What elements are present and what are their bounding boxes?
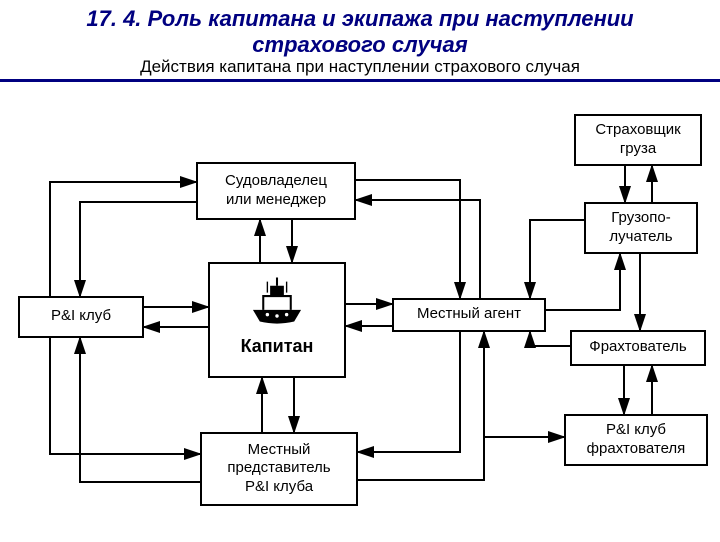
node-localrep-label: МестныйпредставительP&I клуба bbox=[227, 441, 330, 497]
node-shipowner-label: Судовладелецили менеджер bbox=[225, 172, 327, 210]
node-pichart-label: P&I клубфрахтователя bbox=[587, 421, 686, 459]
page-title: 17. 4. Роль капитана и экипажа при насту… bbox=[10, 6, 710, 59]
title-line2: страхового случая bbox=[252, 32, 467, 57]
node-localrep: МестныйпредставительP&I клуба bbox=[200, 432, 358, 506]
ship-icon bbox=[242, 272, 312, 327]
node-insurer-label: Страховщикгруза bbox=[595, 121, 680, 159]
node-consignee-label: Грузопо-лучатель bbox=[609, 209, 672, 247]
node-agent-label: Местный агент bbox=[417, 305, 521, 324]
page-subtitle: Действия капитана при наступлении страхо… bbox=[10, 57, 710, 77]
node-captain: Капитан bbox=[208, 262, 346, 378]
node-shipowner: Судовладелецили менеджер bbox=[196, 162, 356, 220]
node-piclub-label: P&I клуб bbox=[51, 307, 111, 326]
header: 17. 4. Роль капитана и экипажа при насту… bbox=[0, 0, 720, 82]
node-piclub: P&I клуб bbox=[18, 296, 144, 338]
node-insurer: Страховщикгруза bbox=[574, 114, 702, 166]
node-captain-label: Капитан bbox=[210, 336, 344, 365]
node-agent: Местный агент bbox=[392, 298, 546, 332]
diagram-canvas: Судовладелецили менеджер Страховщикгруза… bbox=[0, 82, 720, 542]
node-consignee: Грузопо-лучатель bbox=[584, 202, 698, 254]
node-charterer-label: Фрахтователь bbox=[589, 338, 686, 357]
node-charterer: Фрахтователь bbox=[570, 330, 706, 366]
node-pichart: P&I клубфрахтователя bbox=[564, 414, 708, 466]
title-line1: 17. 4. Роль капитана и экипажа при насту… bbox=[86, 6, 633, 31]
